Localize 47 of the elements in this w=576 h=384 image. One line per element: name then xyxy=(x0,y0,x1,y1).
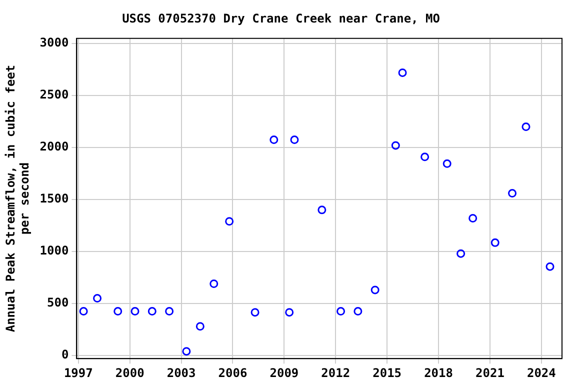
point xyxy=(196,322,204,331)
y-tick-label: 1000 xyxy=(40,244,69,258)
point xyxy=(225,217,234,226)
point xyxy=(93,294,102,303)
y-axis-title: Annual Peak Streamflow, in cubic feet per second xyxy=(3,64,32,332)
point xyxy=(250,308,260,317)
x-tick-label: 1997 xyxy=(64,366,93,380)
point xyxy=(468,214,478,223)
point xyxy=(522,122,530,132)
point xyxy=(130,307,140,316)
x-tick-label: 2018 xyxy=(424,366,453,380)
point xyxy=(285,308,294,317)
point xyxy=(210,280,218,288)
x-tick-label: 2009 xyxy=(270,366,299,380)
y-tick-label: 1500 xyxy=(40,192,69,206)
point xyxy=(490,238,500,247)
x-tick-label: 2000 xyxy=(115,366,144,380)
point xyxy=(290,136,299,144)
point xyxy=(354,307,362,316)
point xyxy=(165,307,174,316)
point xyxy=(391,141,400,150)
x-tick-label: 2015 xyxy=(372,366,402,380)
point xyxy=(148,307,156,316)
point xyxy=(336,307,346,316)
x-tick-label: 2012 xyxy=(321,366,350,380)
y-tick-label: 2000 xyxy=(40,140,69,154)
point xyxy=(420,152,430,162)
point xyxy=(398,68,407,77)
point xyxy=(546,262,554,271)
point xyxy=(182,347,191,356)
y-tick-label: 2500 xyxy=(40,88,69,102)
chart-title: USGS 07052370 Dry Crane Creek near Crane, MO xyxy=(122,11,440,26)
point xyxy=(114,307,122,316)
point xyxy=(318,206,326,214)
y-tick-label: 3000 xyxy=(40,36,69,50)
point xyxy=(370,286,380,294)
x-tick-label: 2003 xyxy=(166,366,196,380)
x-tick-label: 2024 xyxy=(526,366,556,380)
y-tick-label: 0 xyxy=(61,348,69,362)
point xyxy=(270,136,278,144)
point xyxy=(508,189,517,198)
x-tick-label: 2021 xyxy=(476,366,504,380)
point xyxy=(442,159,452,168)
point xyxy=(456,249,466,258)
x-tick-label: 2006 xyxy=(218,366,248,380)
y-tick-label: 500 xyxy=(47,296,69,310)
point xyxy=(79,307,88,316)
